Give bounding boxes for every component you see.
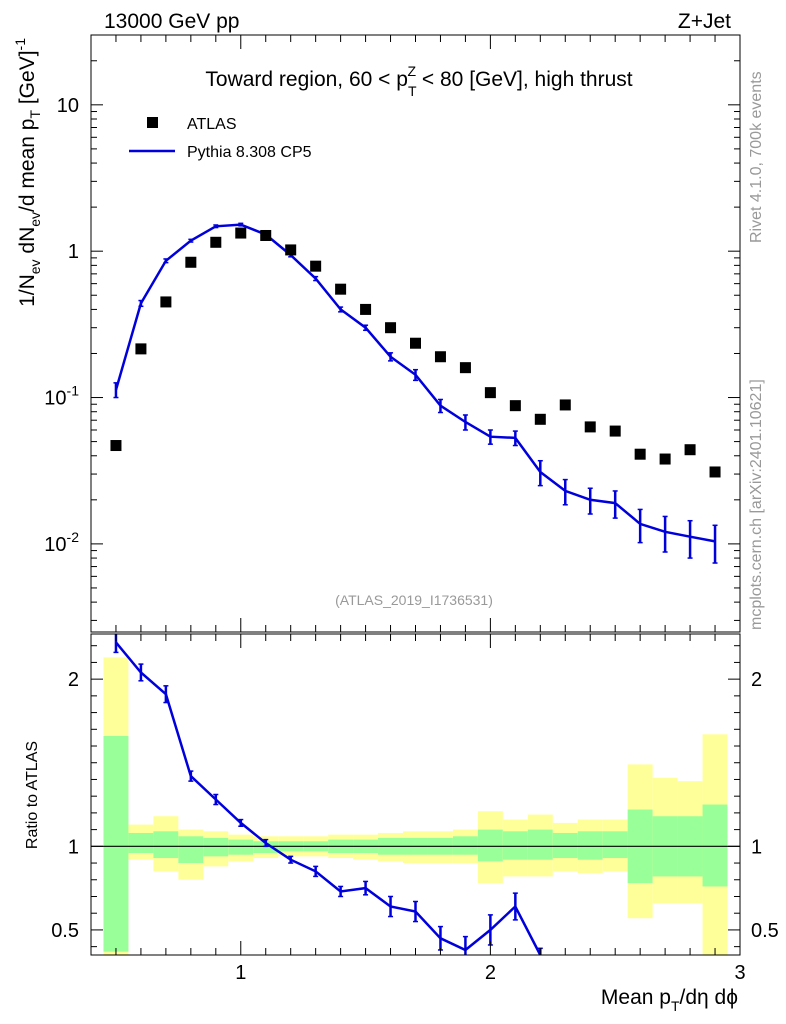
atlas-data-point	[684, 444, 696, 456]
y-tick-exponent: -2	[67, 529, 80, 545]
title-text-post: < 80 [GeV], high thrust	[416, 68, 633, 91]
x-tick-label: 3	[734, 962, 745, 984]
legend: ATLAS Pythia 8.308 CP5	[129, 116, 312, 161]
ylabel-b-sub: ev	[27, 212, 43, 227]
rivet-version-label: Rivet 4.1.0, 700k events	[748, 71, 765, 243]
uncertainty-band-green	[552, 832, 578, 859]
atlas-data-point	[360, 303, 372, 315]
atlas-data-point	[110, 440, 122, 452]
atlas-data-point	[310, 260, 322, 272]
atlas-data-point	[410, 337, 421, 349]
atlas-data-point	[285, 244, 297, 256]
legend-atlas-marker	[147, 117, 158, 128]
xlabel-a: Mean p	[601, 986, 671, 1009]
atlas-data-point	[260, 229, 272, 241]
uncertainty-band-green	[178, 836, 204, 864]
uncertainty-band-green	[702, 804, 728, 887]
title-sub: T	[408, 83, 417, 99]
main-plot-marks	[110, 222, 721, 564]
atlas-data-point	[235, 227, 247, 239]
title-text-pre: Toward region, 60 < p	[205, 68, 408, 91]
atlas-data-point	[210, 236, 222, 248]
uncertainty-band-green	[477, 829, 503, 862]
atlas-data-point	[634, 448, 646, 460]
atlas-data-point	[584, 421, 596, 433]
uncertainty-band-green	[452, 836, 478, 855]
uncertainty-band-green	[228, 839, 254, 855]
uncertainty-band-green	[577, 831, 603, 860]
ylabel-d-sup: -1	[12, 38, 28, 51]
y-axis-label: 1/Nev dNev/d mean pT [GeV]-1	[12, 38, 43, 307]
y-tick-label: 10-2	[44, 529, 79, 556]
uncertainty-band-green	[203, 837, 229, 857]
x-axis-label: Mean pT/dη dϕ	[601, 986, 738, 1014]
legend-pythia-label: Pythia 8.308 CP5	[187, 144, 312, 161]
atlas-data-point	[559, 399, 571, 411]
ratio-y-tick-label: 1	[68, 836, 79, 858]
ylabel-c-sub: T	[27, 110, 43, 119]
uncertainty-band-green	[253, 841, 279, 854]
pythia-line	[114, 223, 716, 543]
atlas-data-point	[185, 256, 197, 268]
atlas-data-point	[659, 453, 671, 465]
analysis-watermark: (ATLAS_2019_I1736531)	[335, 592, 493, 608]
ylabel-b: dN	[16, 227, 39, 260]
mcplots-source-label: mcplots.cern.ch [arXiv:2401.10621]	[748, 379, 765, 630]
ratio-y-tick-label: 0.5	[51, 920, 79, 942]
atlas-data-point	[385, 322, 397, 334]
uncertainty-band-green	[527, 829, 553, 860]
header-right-title: Z+Jet	[678, 10, 731, 33]
y-tick-label: 10-1	[44, 383, 79, 410]
y-tick-base: 10	[44, 534, 66, 556]
uncertainty-band-green	[103, 735, 129, 952]
ylabel-d: [GeV]	[16, 50, 39, 110]
header-left-title: 13000 GeV pp	[104, 10, 239, 33]
ylabel-a: 1/N	[16, 274, 39, 307]
ratio-plot-marks	[91, 634, 740, 956]
main-plot-title: Toward region, 60 < pTZ < 80 [GeV], high…	[205, 63, 632, 99]
atlas-data-point	[709, 466, 721, 478]
ratio-pythia-line	[115, 641, 542, 956]
uncertainty-band-green	[128, 832, 154, 854]
uncertainty-band-green	[502, 831, 528, 860]
uncertainty-band-green	[153, 831, 179, 859]
y-tick-base: 10	[44, 388, 66, 410]
atlas-data-point	[609, 425, 621, 437]
atlas-data-point	[434, 351, 446, 363]
x-tick-label: 1	[235, 962, 246, 984]
title-sup: Z	[408, 63, 417, 79]
atlas-data-point	[484, 387, 496, 399]
y-tick-label: 10	[57, 95, 79, 117]
atlas-data-point	[459, 362, 471, 374]
atlas-data-point	[534, 413, 546, 425]
atlas-data-point	[509, 400, 521, 412]
atlas-data-point	[160, 296, 172, 308]
ratio-y-tick-label-right: 2	[751, 669, 762, 691]
y-tick-exponent: -1	[67, 383, 80, 399]
atlas-data-point	[335, 283, 347, 295]
x-tick-label: 2	[485, 962, 496, 984]
ylabel-a-sub: ev	[27, 259, 43, 274]
ratio-y-tick-label-right: 1	[751, 836, 762, 858]
xlabel-b: /dη dϕ	[680, 986, 738, 1009]
legend-atlas-label: ATLAS	[187, 116, 237, 133]
atlas-data-point	[135, 343, 147, 355]
y-tick-label: 1	[68, 241, 79, 263]
ratio-plot-panel: 0.5 0.5 1 1 2 2 1 2 3 Ratio to ATLAS Mean pT/dη …	[24, 633, 779, 1014]
ratio-y-tick-label-right: 0.5	[751, 920, 779, 942]
ratio-y-axis-label: Ratio to ATLAS	[24, 741, 41, 849]
ylabel-c: /d mean p	[16, 119, 39, 212]
ratio-y-tick-label: 2	[68, 669, 79, 691]
ratio-axis-ticks: 0.5 0.5 1 1 2 2 1 2 3	[51, 634, 779, 984]
xlabel-a-sub: T	[671, 998, 680, 1014]
uncertainty-band-green	[602, 831, 628, 859]
